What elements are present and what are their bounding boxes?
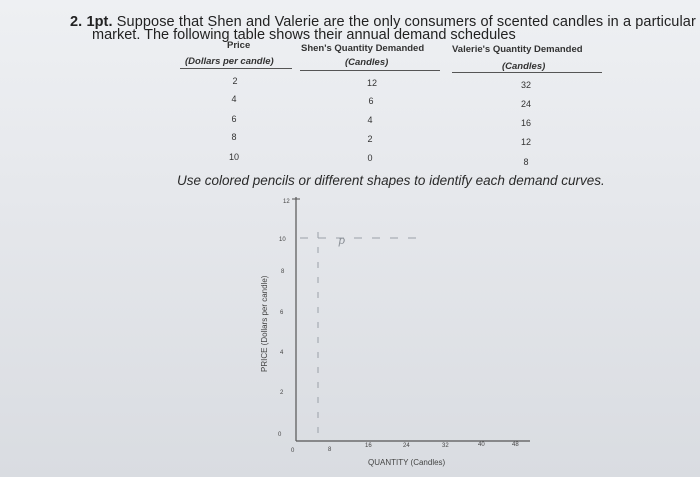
y-tick-4: 4: [280, 350, 284, 356]
shen-header: Shen's Quantity Demanded: [301, 43, 425, 54]
price-header-rule: [180, 68, 292, 69]
valerie-subheader: (Candles): [502, 61, 546, 72]
handwritten-mark: p: [338, 234, 345, 247]
row-3-shen: 4: [367, 115, 373, 125]
instruction-text: Use colored pencils or different shapes …: [177, 173, 605, 188]
y-tick-10: 10: [279, 237, 286, 243]
question-points: 1pt.: [86, 14, 113, 30]
y-tick-8: 8: [281, 269, 285, 275]
y-tick-0: 0: [278, 432, 282, 438]
question-text-1: Suppose that Shen and Valerie are the on…: [116, 14, 696, 30]
x-tick-40: 40: [478, 442, 485, 448]
shen-subheader: (Candles): [345, 57, 389, 68]
row-5-valerie: 8: [523, 157, 529, 167]
price-header: Price: [227, 40, 251, 51]
question-line-1: 2. 1pt. Suppose that Shen and Valerie ar…: [70, 14, 696, 30]
x-axis-label: QUANTITY (Candles): [368, 458, 446, 467]
row-2-valerie: 24: [520, 99, 531, 109]
row-4-valerie: 12: [520, 137, 531, 147]
row-1-shen: 12: [366, 78, 377, 88]
valerie-header: Valerie's Quantity Demanded: [452, 44, 583, 55]
x-tick-24: 24: [403, 443, 410, 449]
row-2-price: 4: [231, 94, 237, 104]
row-1-valerie: 32: [520, 80, 531, 90]
row-2-shen: 6: [368, 96, 374, 106]
x-tick-0: 0: [291, 448, 295, 454]
y-tick-2: 2: [280, 390, 284, 396]
x-tick-32: 32: [442, 443, 449, 449]
x-tick-16: 16: [365, 443, 372, 449]
row-5-price: 10: [228, 152, 239, 162]
y-tick-6: 6: [280, 310, 284, 316]
row-3-valerie: 16: [520, 118, 531, 128]
y-axis-label: PRICE (Dollars per candle): [260, 275, 269, 372]
question-line-2: market. The following table shows their …: [92, 27, 516, 43]
shen-header-rule: [300, 70, 440, 71]
row-3-price: 6: [231, 114, 237, 124]
valerie-header-rule: [452, 72, 602, 73]
x-tick-48: 48: [512, 442, 519, 448]
row-4-shen: 2: [367, 134, 373, 144]
x-tick-8: 8: [328, 447, 332, 453]
row-1-price: 2: [232, 76, 238, 86]
price-subheader: (Dollars per candle): [185, 56, 274, 67]
row-4-price: 8: [231, 132, 237, 142]
row-5-shen: 0: [367, 153, 373, 163]
y-tick-12: 12: [283, 199, 290, 205]
question-number: 2.: [70, 14, 83, 30]
